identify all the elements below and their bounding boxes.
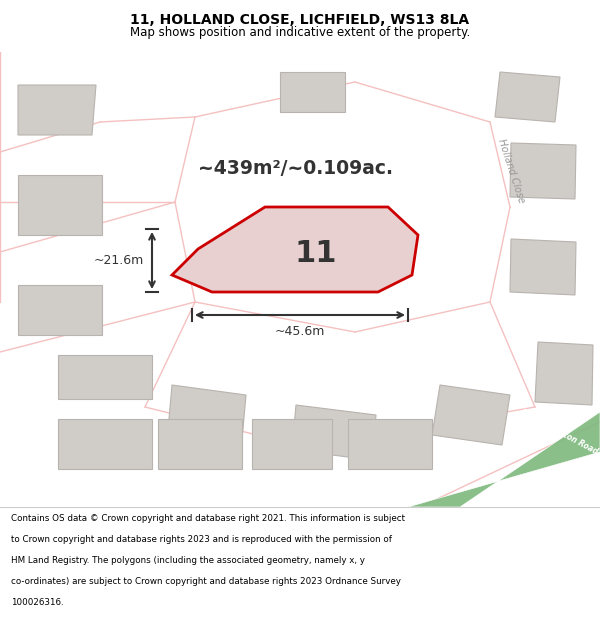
Text: 11: 11 xyxy=(294,239,337,269)
Text: co-ordinates) are subject to Crown copyright and database rights 2023 Ordnance S: co-ordinates) are subject to Crown copyr… xyxy=(11,577,401,586)
Polygon shape xyxy=(58,355,152,399)
Polygon shape xyxy=(535,342,593,405)
Polygon shape xyxy=(18,175,102,235)
Polygon shape xyxy=(432,385,510,445)
Text: Map shows position and indicative extent of the property.: Map shows position and indicative extent… xyxy=(130,26,470,39)
Text: ~439m²/~0.109ac.: ~439m²/~0.109ac. xyxy=(197,159,392,179)
Polygon shape xyxy=(18,85,96,135)
Text: ~45.6m: ~45.6m xyxy=(275,325,325,338)
Polygon shape xyxy=(510,143,576,199)
Polygon shape xyxy=(280,72,345,112)
Text: 100026316.: 100026316. xyxy=(11,598,64,607)
Text: 11, HOLLAND CLOSE, LICHFIELD, WS13 8LA: 11, HOLLAND CLOSE, LICHFIELD, WS13 8LA xyxy=(130,13,470,27)
Polygon shape xyxy=(168,385,246,440)
Text: to Crown copyright and database rights 2023 and is reproduced with the permissio: to Crown copyright and database rights 2… xyxy=(11,535,392,544)
Text: HM Land Registry. The polygons (including the associated geometry, namely x, y: HM Land Registry. The polygons (includin… xyxy=(11,556,365,565)
Polygon shape xyxy=(252,419,332,469)
Text: ~21.6m: ~21.6m xyxy=(94,254,144,267)
Text: A5127 - Burton Road: A5127 - Burton Road xyxy=(518,406,600,456)
Polygon shape xyxy=(408,412,600,507)
Polygon shape xyxy=(58,419,152,469)
Polygon shape xyxy=(292,405,376,460)
Text: Holland Close: Holland Close xyxy=(496,138,526,204)
Polygon shape xyxy=(158,419,242,469)
Text: Contains OS data © Crown copyright and database right 2021. This information is : Contains OS data © Crown copyright and d… xyxy=(11,514,405,523)
Polygon shape xyxy=(510,239,576,295)
Polygon shape xyxy=(348,419,432,469)
Polygon shape xyxy=(172,207,418,292)
Polygon shape xyxy=(18,285,102,335)
Polygon shape xyxy=(495,72,560,122)
